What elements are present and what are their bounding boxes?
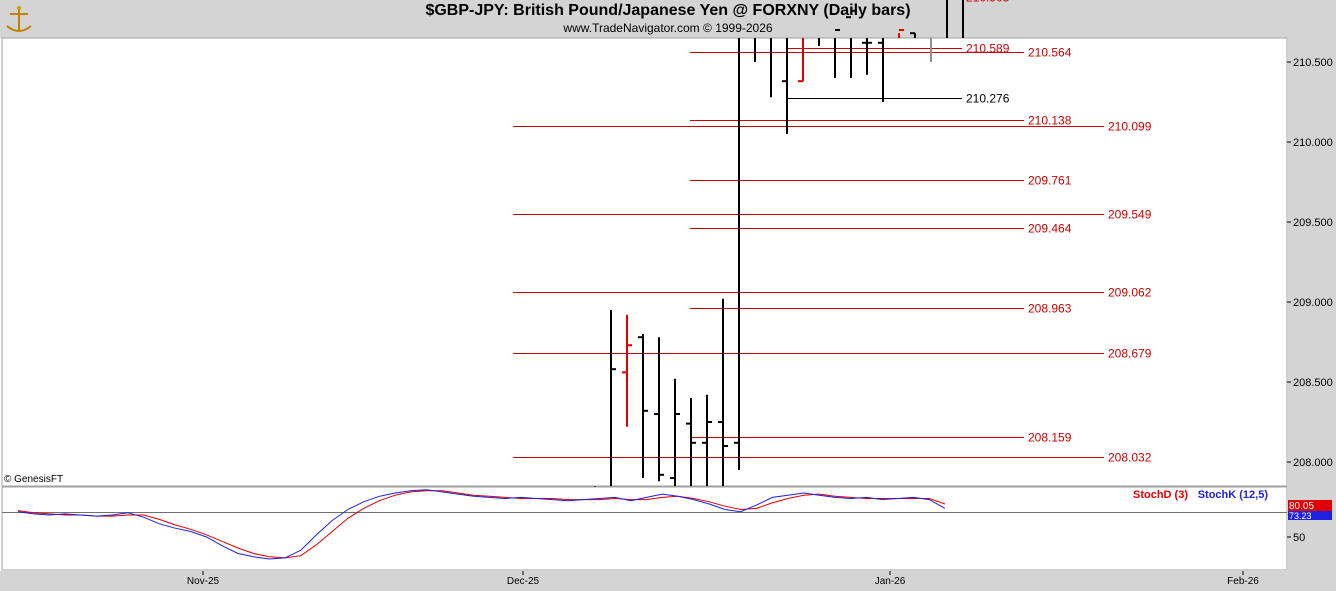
stoch-k-value-box (1288, 511, 1332, 520)
date-tick-label: Feb-26 (1227, 576, 1259, 587)
date-axis-panel (0, 571, 1336, 591)
ohlc-bar (830, 13, 840, 78)
level-label: 210.564 (1028, 46, 1072, 60)
ohlc-bar (846, 9, 856, 78)
chart-subtitle: www.TradeNavigator.com © 1999-2026 (563, 21, 773, 35)
ohlc-bar (770, 38, 772, 98)
stoch-d-value-box (1288, 500, 1332, 511)
date-tick-label: Dec-25 (507, 576, 540, 587)
level-label: 209.761 (1028, 174, 1072, 188)
ohlc-bar (686, 398, 696, 486)
price-tick-label: 208.500 (1293, 377, 1333, 389)
price-tick-label: 210.500 (1293, 57, 1333, 69)
level-label: 208.963 (1028, 302, 1072, 316)
stoch-d-legend: StochD (3) (1133, 489, 1188, 501)
price-axis-panel (1288, 38, 1336, 591)
ohlc-bar (782, 38, 788, 134)
level-label: 210.276 (966, 92, 1010, 106)
ohlc-bar (654, 337, 664, 482)
ohlc-bar (638, 334, 648, 478)
level-label: 209.549 (1108, 208, 1152, 222)
level-label: 209.062 (1108, 286, 1152, 300)
price-tick-label: 209.500 (1293, 217, 1333, 229)
stoch-d-value: 80.05 (1289, 501, 1314, 512)
ohlc-bar (610, 310, 616, 486)
level-label: 208.032 (1108, 451, 1152, 465)
ohlc-bar (878, 38, 884, 102)
ohlc-bar (862, 38, 872, 75)
date-tick-label: Jan-26 (875, 576, 906, 587)
price-tick-label: 209.000 (1293, 297, 1333, 309)
date-tick-label: Nov-25 (187, 576, 220, 587)
ohlc-bar (910, 32, 916, 38)
stochastic-tick-label: 50 (1293, 532, 1305, 544)
stochastic-panel (1, 486, 1288, 571)
level-label: 210.138 (1028, 114, 1072, 128)
stoch-k-line (17, 489, 946, 560)
level-label: 210.905 (966, 0, 1010, 5)
ohlc-bar (670, 378, 680, 486)
price-tick-label: 208.000 (1293, 457, 1333, 469)
ohlc-bar (734, 38, 740, 470)
ohlc-bar (946, 0, 948, 38)
ohlc-bar (818, 38, 820, 46)
level-label: 209.464 (1028, 222, 1072, 236)
copyright-label: © GenesisFT (4, 474, 64, 485)
level-label: 210.589 (966, 42, 1010, 56)
level-label: 210.099 (1108, 120, 1152, 134)
price-tick-label: 210.000 (1293, 137, 1333, 149)
trade-navigator-logo-icon (6, 6, 32, 32)
level-label: 208.159 (1028, 431, 1072, 445)
ohlc-bar (962, 0, 964, 38)
ohlc-bar (754, 38, 756, 62)
ohlc-bar (622, 314, 632, 427)
chart-header (0, 0, 1336, 38)
ohlc-bar (798, 38, 804, 83)
price-plot-area (1, 37, 1288, 487)
stoch-k-value: 73.23 (1289, 511, 1312, 521)
ohlc-bar (930, 38, 932, 62)
ohlc-bar (702, 394, 712, 486)
stoch-k-legend: StochK (12,5) (1198, 489, 1269, 501)
chart-title: $GBP-JPY: British Pound/Japanese Yen @ F… (425, 2, 911, 19)
level-label: 208.679 (1108, 347, 1152, 361)
ohlc-bar (718, 298, 728, 486)
ohlc-bar (898, 29, 904, 38)
stoch-d-line (17, 490, 946, 559)
